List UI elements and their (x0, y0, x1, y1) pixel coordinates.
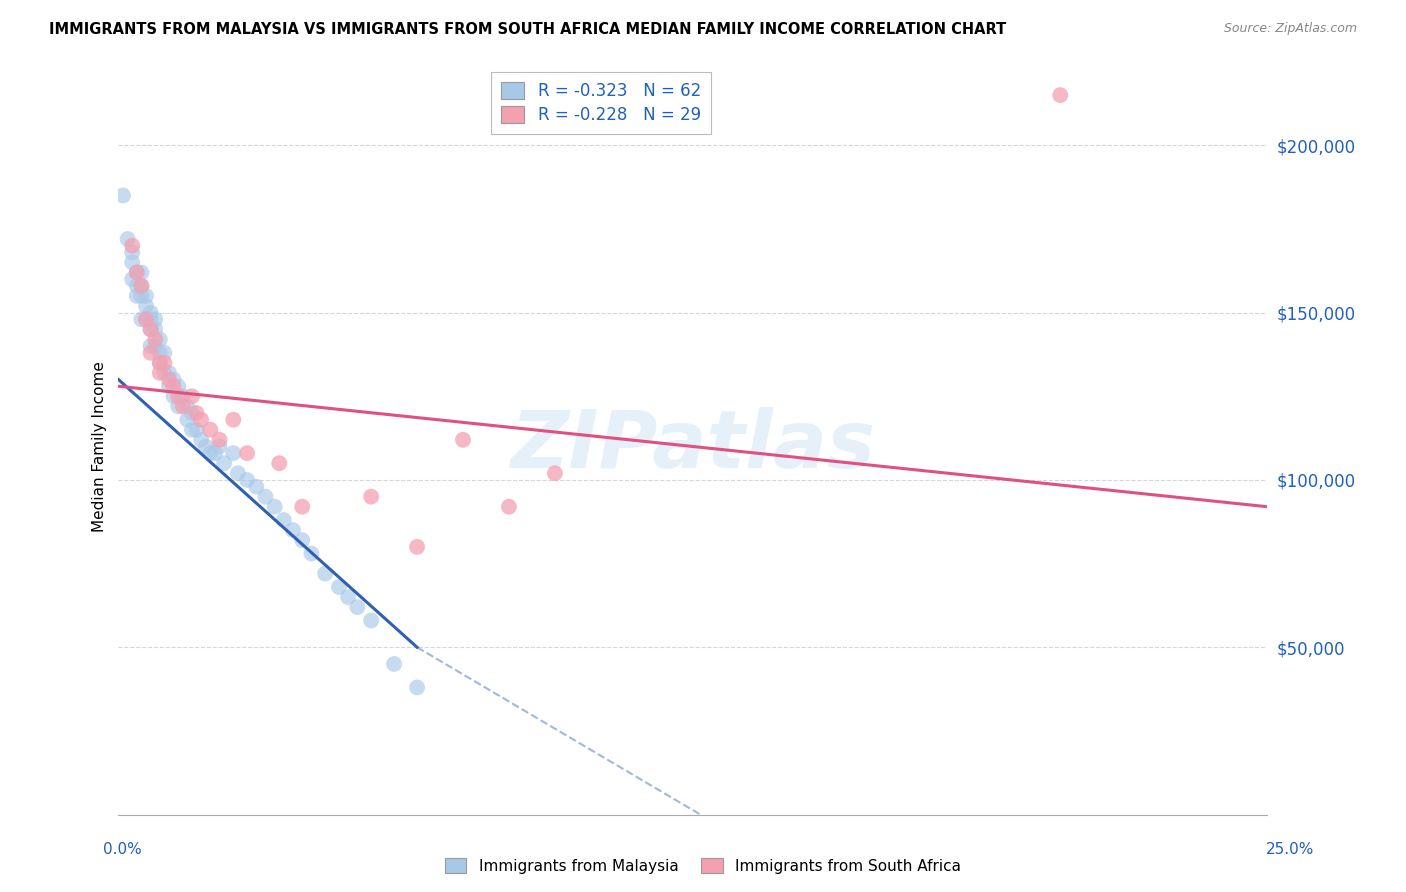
Point (131, 312, 153, 326)
Point (208, 440, 231, 454)
Text: Source: ZipAtlas.com: Source: ZipAtlas.com (1223, 22, 1357, 36)
Point (176, 413, 198, 427)
Point (121, 238, 143, 252)
Text: IMMIGRANTS FROM MALAYSIA VS IMMIGRANTS FROM SOUTH AFRICA MEDIAN FAMILY INCOME CO: IMMIGRANTS FROM MALAYSIA VS IMMIGRANTS F… (49, 22, 1007, 37)
Point (181, 406, 204, 420)
Point (157, 379, 180, 393)
Point (125, 265, 148, 279)
Point (112, 188, 135, 202)
Point (117, 232, 139, 246)
Point (139, 322, 162, 336)
Point (153, 356, 176, 370)
Text: ZIPatlas: ZIPatlas (510, 408, 875, 485)
Point (208, 433, 231, 447)
Point (245, 480, 267, 494)
Point (200, 423, 222, 437)
Point (236, 446, 259, 460)
Point (382, 657, 405, 671)
Point (222, 413, 245, 427)
Point (139, 312, 162, 326)
Point (172, 389, 194, 403)
Point (254, 490, 277, 504)
Point (153, 345, 176, 359)
Point (157, 366, 180, 380)
Point (162, 373, 184, 387)
Point (263, 500, 285, 514)
Point (328, 580, 350, 594)
Point (131, 278, 153, 293)
Point (167, 400, 190, 414)
Point (149, 356, 172, 370)
Point (167, 389, 190, 403)
Point (299, 547, 322, 561)
Legend: R = -0.323   N = 62, R = -0.228   N = 29: R = -0.323 N = 62, R = -0.228 N = 29 (491, 72, 711, 134)
Point (360, 614, 382, 628)
Point (273, 513, 295, 527)
Point (139, 322, 162, 336)
Point (135, 299, 157, 313)
Point (135, 312, 157, 326)
Point (314, 566, 336, 581)
Point (212, 456, 235, 470)
Point (360, 490, 382, 504)
Point (131, 278, 153, 293)
Point (291, 533, 314, 548)
Point (451, 433, 474, 447)
Point (200, 446, 222, 460)
Point (346, 600, 368, 615)
Text: 25.0%: 25.0% (1267, 842, 1315, 856)
Point (143, 322, 166, 336)
Point (135, 289, 157, 303)
Point (143, 332, 166, 346)
Point (135, 312, 157, 326)
Point (406, 540, 429, 554)
Point (544, 467, 567, 481)
Point (162, 389, 184, 403)
Point (121, 255, 143, 269)
Point (153, 366, 176, 380)
Point (139, 339, 162, 353)
Point (149, 366, 172, 380)
Point (186, 423, 208, 437)
Point (121, 245, 143, 260)
Point (204, 446, 226, 460)
Point (194, 440, 217, 454)
Point (337, 590, 360, 604)
Point (149, 345, 172, 359)
Point (186, 406, 208, 420)
Y-axis label: Median Family Income: Median Family Income (93, 361, 107, 532)
Point (222, 446, 245, 460)
Point (167, 379, 190, 393)
Point (190, 433, 212, 447)
Point (125, 265, 148, 279)
Point (139, 345, 162, 359)
Point (269, 456, 291, 470)
Point (149, 332, 172, 346)
Point (131, 289, 153, 303)
Point (291, 500, 314, 514)
Point (131, 265, 153, 279)
Point (139, 305, 162, 319)
Text: 0.0%: 0.0% (103, 842, 142, 856)
Point (143, 339, 166, 353)
Point (176, 400, 198, 414)
Point (281, 523, 304, 537)
Point (226, 467, 249, 481)
Point (1049, 88, 1071, 103)
Point (190, 413, 212, 427)
Point (498, 500, 520, 514)
Point (143, 312, 166, 326)
Point (162, 379, 184, 393)
Point (121, 272, 143, 286)
Point (406, 681, 429, 695)
Point (157, 373, 180, 387)
Point (181, 423, 204, 437)
Legend: Immigrants from Malaysia, Immigrants from South Africa: Immigrants from Malaysia, Immigrants fro… (439, 852, 967, 880)
Point (172, 400, 194, 414)
Point (236, 473, 259, 487)
Point (125, 289, 148, 303)
Point (125, 278, 148, 293)
Point (181, 389, 204, 403)
Point (149, 356, 172, 370)
